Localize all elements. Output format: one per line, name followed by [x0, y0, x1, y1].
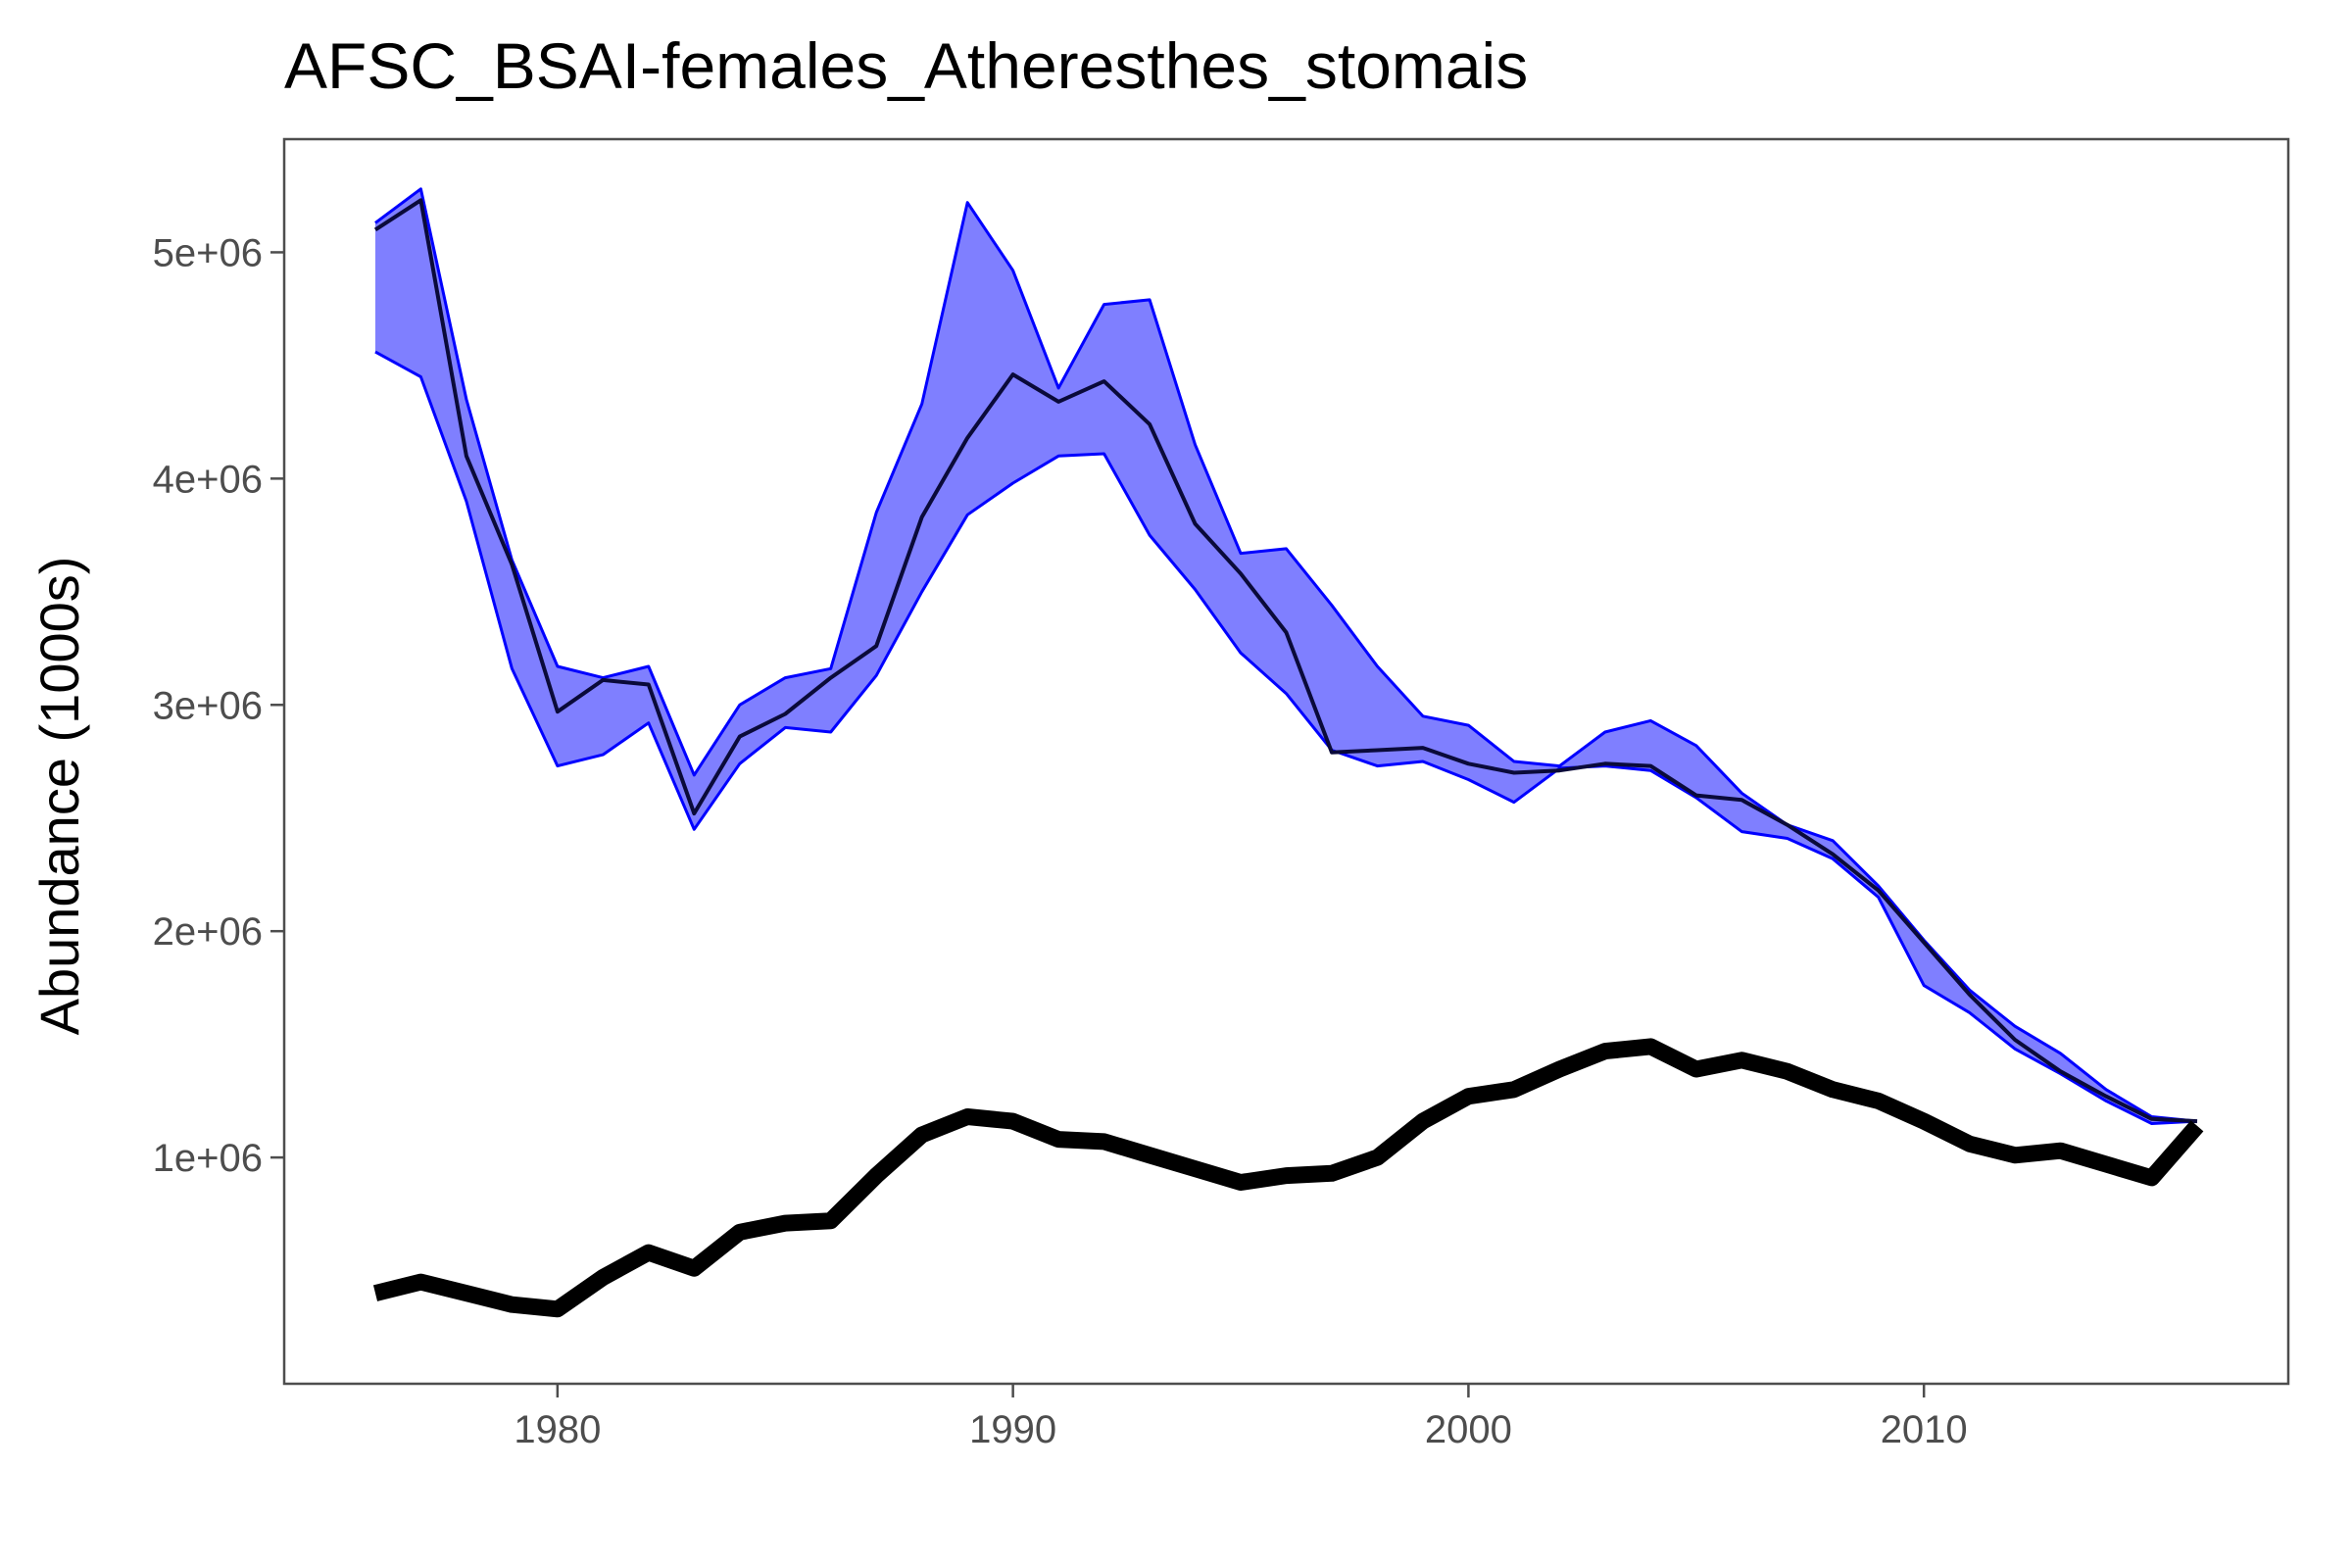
y-tick-label: 4e+06 — [153, 458, 263, 501]
x-tick-label: 2010 — [1881, 1408, 1968, 1451]
axes: 1980 1990 2000 2010 1e+06 2e+06 3e+06 4e+06 5e+0… — [153, 137, 2290, 1451]
estimate-line — [373, 198, 2198, 1124]
confidence-band — [374, 187, 2198, 1125]
band-area — [375, 188, 2197, 1124]
band-lower-line — [374, 350, 2198, 1125]
x-tick-label: 1990 — [969, 1408, 1056, 1451]
reference-line — [372, 1038, 2204, 1318]
y-axis-title: Abundance (1000s) — [28, 557, 90, 1036]
chart-title: AFSC_BSAI-females_Atheresthes_stomais — [284, 29, 1528, 102]
x-tick-label: 1980 — [514, 1408, 601, 1451]
y-tick-label: 1e+06 — [153, 1137, 263, 1180]
y-tick-label: 2e+06 — [153, 910, 263, 954]
y-tick-label: 3e+06 — [153, 684, 263, 727]
y-tick-label: 5e+06 — [153, 231, 263, 274]
series-lines — [372, 198, 2204, 1318]
band-upper-line — [374, 187, 2198, 1123]
plot-panel-border — [282, 137, 2290, 1386]
x-tick-label: 2000 — [1425, 1408, 1512, 1451]
